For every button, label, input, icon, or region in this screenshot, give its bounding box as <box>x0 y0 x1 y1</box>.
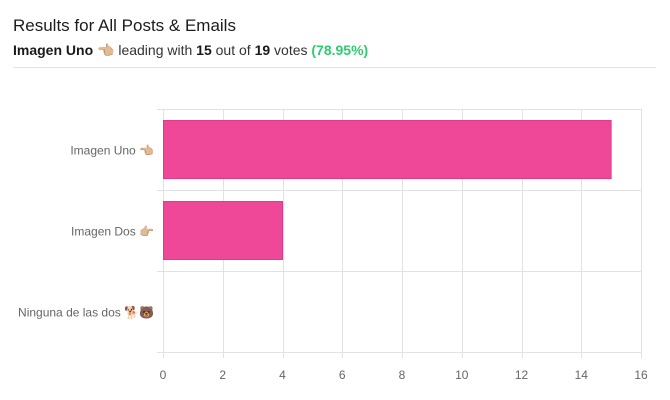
x-tick-label: 10 <box>455 368 469 382</box>
out-of-text: out of <box>211 42 255 58</box>
x-tick-label: 8 <box>399 368 406 382</box>
bar <box>163 120 612 179</box>
x-tick-label: 12 <box>515 368 529 382</box>
x-tick-label: 16 <box>634 368 648 382</box>
x-tick-label: 14 <box>575 368 589 382</box>
results-header: Results for All Posts & Emails Imagen Un… <box>13 14 656 59</box>
page-title: Results for All Posts & Emails <box>13 16 236 35</box>
votes-text: votes <box>270 42 312 58</box>
category-label: Imagen Dos 👉🏼 <box>71 225 154 239</box>
header-divider <box>13 67 656 68</box>
leading-with-text: leading with <box>114 42 197 58</box>
leader-name: Imagen Uno 👈🏼 <box>13 42 115 58</box>
total-votes: 19 <box>254 42 271 58</box>
x-tick-label: 6 <box>339 368 346 382</box>
leader-percentage: (78.95%) <box>311 42 369 58</box>
leader-votes: 15 <box>196 42 212 58</box>
category-label: Imagen Uno 👈🏼 <box>70 144 154 158</box>
x-tick-label: 4 <box>279 368 286 382</box>
x-tick-label: 0 <box>160 368 167 382</box>
bar <box>163 201 283 260</box>
category-label: Ninguna de las dos 🐕🐻 <box>18 305 154 320</box>
results-summary: Imagen Uno 👈🏼 leading with 15 out of 19 … <box>13 41 656 59</box>
x-tick-label: 2 <box>219 368 226 382</box>
